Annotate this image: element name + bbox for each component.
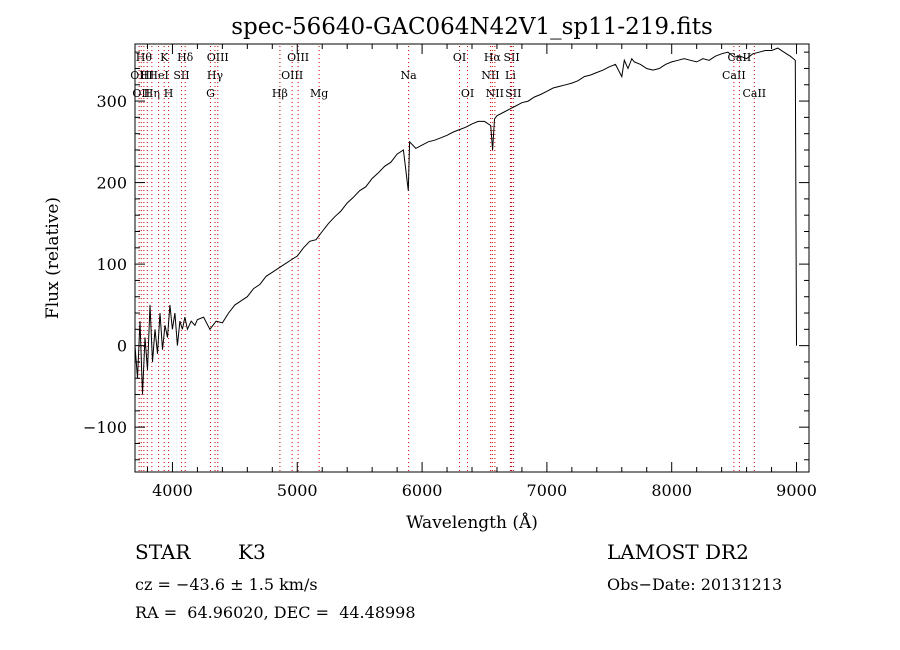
line-marker-label: NII [486, 87, 504, 100]
x-axis-label: Wavelength (Å) [406, 512, 538, 533]
line-marker-label: Li [505, 69, 516, 82]
line-marker-label: CaII [728, 51, 752, 64]
redshift-value: cz = −43.6 ± 1.5 km/s [135, 575, 318, 594]
survey-name: LAMOST DR2 [607, 540, 749, 564]
x-tick-label: 6000 [402, 481, 443, 500]
line-marker-label: OII [132, 87, 150, 100]
line-marker-label: HeI [148, 69, 168, 82]
line-marker-label: Hα [484, 51, 502, 64]
line-marker-label: Hη [144, 87, 160, 100]
line-marker-label: OIII [281, 69, 303, 82]
spectrum-line [134, 47, 797, 395]
y-tick-label: 100 [96, 255, 127, 274]
line-marker-label: G [206, 87, 215, 100]
object-subclass: K3 [238, 540, 266, 564]
line-marker-label: Mg [310, 87, 328, 100]
y-tick-label: −100 [83, 418, 127, 437]
line-marker-label: Hγ [207, 69, 224, 82]
line-marker-label: OI [453, 51, 466, 64]
x-tick-label: 4000 [152, 481, 193, 500]
line-marker-label: K [160, 51, 169, 64]
line-marker-label: OIII [287, 51, 309, 64]
x-tick-label: 5000 [277, 481, 318, 500]
line-marker-label: Hθ [136, 51, 153, 64]
line-marker-label: OIII [207, 51, 229, 64]
object-class: STAR [135, 540, 191, 564]
line-marker-label: SII [503, 51, 519, 64]
line-marker-label: CaII [742, 87, 766, 100]
y-tick-label: 200 [96, 174, 127, 193]
plot-frame [134, 43, 810, 473]
x-tick-label: 7000 [527, 481, 568, 500]
line-marker-label: H [164, 87, 174, 100]
y-tick-label: 0 [117, 337, 127, 356]
line-marker-label: SII [173, 69, 189, 82]
line-marker-label: CaII [722, 69, 746, 82]
chart-title: spec-56640-GAC064N42V1_sp11-219.fits [231, 14, 713, 40]
spectrum-series [134, 47, 797, 395]
line-marker-label: NII [481, 69, 499, 82]
observation-date: Obs−Date: 20131213 [607, 575, 783, 594]
y-axis-ticks: −100 0 100 200 300 [83, 51, 809, 461]
y-tick-label: 300 [96, 92, 127, 111]
line-marker-label: OI [461, 87, 474, 100]
line-marker-label: Hβ [272, 87, 288, 100]
x-tick-label: 8000 [651, 481, 692, 500]
line-marker-label: Na [401, 69, 418, 82]
x-tick-label: 9000 [776, 481, 817, 500]
line-marker-label: Hδ [177, 51, 194, 64]
x-axis-ticks: 4000 5000 6000 7000 8000 9000 [146, 44, 817, 500]
sky-coordinates: RA = 64.96020, DEC = 44.48998 [135, 603, 416, 622]
line-marker-label: HI [140, 69, 154, 82]
line-marker-label: SII [505, 87, 521, 100]
y-axis-label: Flux (relative) [43, 197, 63, 319]
